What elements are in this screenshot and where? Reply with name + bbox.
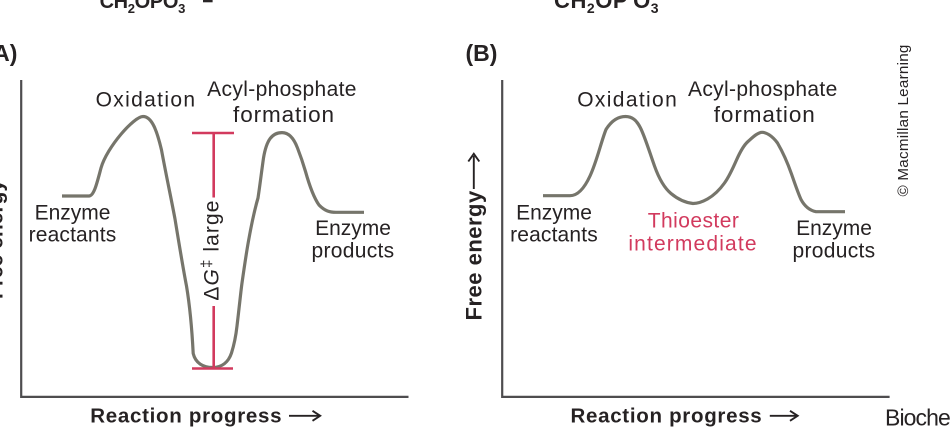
svg-text:© Macmillan Learning: © Macmillan Learning (895, 44, 912, 196)
svg-text:intermediate: intermediate (628, 232, 757, 255)
svg-text:Enzyme: Enzyme (35, 202, 111, 225)
svg-text:Reaction progress: Reaction progress (571, 404, 763, 427)
svg-text:products: products (312, 239, 395, 262)
svg-text:CH2OPO3: CH2OPO3 (100, 0, 185, 16)
svg-text:Oxidation: Oxidation (577, 89, 678, 112)
svg-text:reactants: reactants (510, 224, 598, 247)
svg-text:Enzyme: Enzyme (796, 217, 872, 240)
svg-text:Free energy: Free energy (0, 180, 8, 299)
svg-text:Free energy: Free energy (462, 190, 487, 320)
svg-text:products: products (793, 239, 876, 262)
svg-text:formation: formation (714, 102, 816, 127)
svg-text:(A): (A) (0, 40, 17, 66)
svg-text:Reaction progress: Reaction progress (90, 404, 282, 427)
svg-text:ΔG‡ large: ΔG‡ large (199, 199, 224, 300)
svg-text:Enzyme: Enzyme (315, 217, 391, 240)
svg-text:CH2OPO3: CH2OPO3 (554, 0, 659, 16)
svg-text:reactants: reactants (29, 224, 117, 247)
svg-text:Acyl-phosphate: Acyl-phosphate (207, 78, 357, 101)
svg-text:Acyl-phosphate: Acyl-phosphate (688, 78, 838, 101)
svg-text:Thioester: Thioester (648, 210, 740, 233)
svg-text:formation: formation (233, 102, 335, 127)
svg-text:Oxidation: Oxidation (96, 89, 197, 112)
svg-text:Enzyme: Enzyme (516, 202, 592, 225)
svg-text:(B): (B) (466, 40, 498, 66)
svg-text:Bioche: Bioche (885, 405, 950, 431)
